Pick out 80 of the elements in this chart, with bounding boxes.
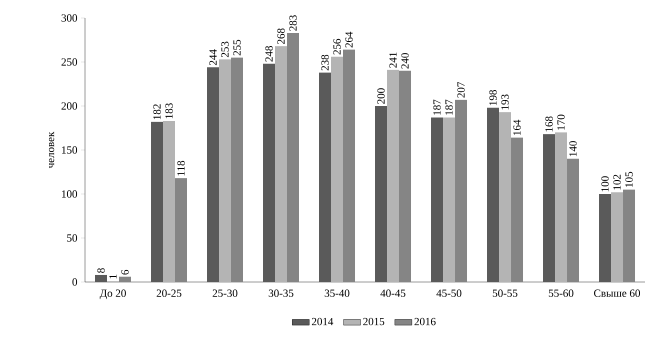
data-label: 200 xyxy=(377,88,385,104)
bar xyxy=(343,50,356,282)
x-tick-label: 40-45 xyxy=(380,290,406,297)
bar xyxy=(543,134,556,282)
y-tick-label: 150 xyxy=(62,146,78,154)
data-label: 105 xyxy=(625,172,633,187)
data-label: 207 xyxy=(457,82,465,98)
bar xyxy=(567,158,580,282)
bar xyxy=(219,59,232,282)
data-label: 268 xyxy=(277,28,285,44)
data-label: 102 xyxy=(613,174,621,190)
x-tick-label: 55-60 xyxy=(548,290,574,297)
y-tick-label: 50 xyxy=(67,234,78,242)
bar xyxy=(555,132,568,282)
data-label: 183 xyxy=(165,103,173,118)
data-label: 198 xyxy=(489,90,497,106)
x-tick-label: 25-30 xyxy=(212,290,238,297)
data-label: 118 xyxy=(177,160,185,176)
data-label: 164 xyxy=(513,120,521,136)
bar xyxy=(387,70,400,282)
y-tick-label: 250 xyxy=(62,58,78,66)
bar xyxy=(319,72,332,282)
bar xyxy=(95,274,107,282)
data-label: 241 xyxy=(389,52,397,68)
data-label: 193 xyxy=(501,94,509,110)
bar xyxy=(511,138,524,282)
data-label: 187 xyxy=(445,100,453,115)
x-tick-label: 50-55 xyxy=(492,290,518,297)
x-tick-label: 45-50 xyxy=(436,290,462,297)
data-label: 283 xyxy=(289,15,297,31)
bar xyxy=(499,112,512,282)
x-tick-label: Свыше 60 xyxy=(594,290,640,297)
x-tick-label: 20-25 xyxy=(156,290,182,297)
data-label: 168 xyxy=(545,116,553,132)
data-label: 187 xyxy=(433,100,441,115)
x-tick-label: До 20 xyxy=(100,290,126,300)
bar xyxy=(151,122,164,282)
data-label: 253 xyxy=(221,42,229,58)
data-label: 256 xyxy=(333,38,341,55)
data-label: 100 xyxy=(601,176,609,192)
bar xyxy=(487,108,500,282)
data-label: 240 xyxy=(401,53,409,69)
y-axis-title: человек xyxy=(48,132,54,168)
y-tick-label: 100 xyxy=(62,190,78,198)
y-tick-label: 0 xyxy=(72,278,78,286)
bar xyxy=(119,276,131,282)
bar xyxy=(399,70,412,282)
data-label: 140 xyxy=(569,141,577,156)
data-label: 238 xyxy=(321,54,329,70)
x-tick-label: 35-40 xyxy=(324,290,350,297)
bar xyxy=(275,46,288,282)
bar xyxy=(455,100,468,282)
bar xyxy=(623,190,636,282)
data-label: 6 xyxy=(121,270,129,275)
bar xyxy=(231,58,244,282)
data-label: 255 xyxy=(233,40,241,56)
y-tick-label: 300 xyxy=(62,14,78,22)
bar xyxy=(287,32,300,282)
bar xyxy=(611,192,624,282)
legend-label: 2016 xyxy=(414,318,436,326)
bar xyxy=(443,117,456,282)
data-label: 1 xyxy=(109,274,117,278)
bar xyxy=(331,56,344,282)
bar xyxy=(431,117,444,282)
data-label: 182 xyxy=(153,104,161,120)
legend-label: 2014 xyxy=(312,318,334,326)
data-label: 8 xyxy=(97,268,105,273)
bar xyxy=(175,178,188,282)
bar xyxy=(263,64,276,282)
data-label: 248 xyxy=(265,46,273,62)
x-tick-label: 30-35 xyxy=(268,290,294,297)
bar xyxy=(375,106,388,282)
data-label: 244 xyxy=(209,49,217,66)
bar xyxy=(163,120,176,282)
bar xyxy=(207,67,220,282)
bar xyxy=(599,194,612,282)
legend-label: 2015 xyxy=(363,318,384,326)
data-label: 264 xyxy=(345,32,353,48)
y-tick-label: 200 xyxy=(62,102,78,110)
data-label: 170 xyxy=(557,114,565,130)
